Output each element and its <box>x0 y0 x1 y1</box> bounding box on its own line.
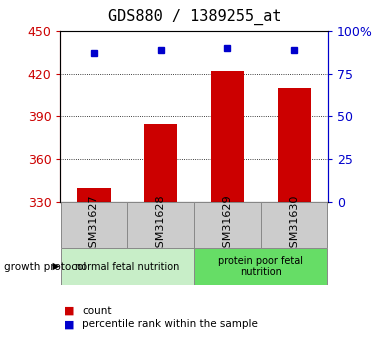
Text: ■: ■ <box>64 319 75 329</box>
Bar <box>278 88 311 202</box>
Text: growth protocol: growth protocol <box>4 262 86 272</box>
Text: count: count <box>82 306 112 315</box>
Text: GDS880 / 1389255_at: GDS880 / 1389255_at <box>108 9 282 25</box>
Text: GSM31630: GSM31630 <box>289 195 299 255</box>
Bar <box>211 71 244 202</box>
Text: GSM31629: GSM31629 <box>222 195 232 255</box>
Text: GSM31628: GSM31628 <box>156 195 166 255</box>
Bar <box>77 188 110 202</box>
Bar <box>144 124 177 202</box>
Bar <box>261 202 327 248</box>
Text: ■: ■ <box>64 306 75 315</box>
Bar <box>194 248 328 285</box>
Text: normal fetal nutrition: normal fetal nutrition <box>75 262 179 272</box>
Bar <box>194 202 261 248</box>
Bar <box>128 202 194 248</box>
Polygon shape <box>53 263 60 270</box>
Text: GSM31627: GSM31627 <box>89 195 99 255</box>
Bar <box>60 202 127 248</box>
Text: percentile rank within the sample: percentile rank within the sample <box>82 319 258 329</box>
Bar <box>60 248 194 285</box>
Text: protein poor fetal
nutrition: protein poor fetal nutrition <box>218 256 303 277</box>
